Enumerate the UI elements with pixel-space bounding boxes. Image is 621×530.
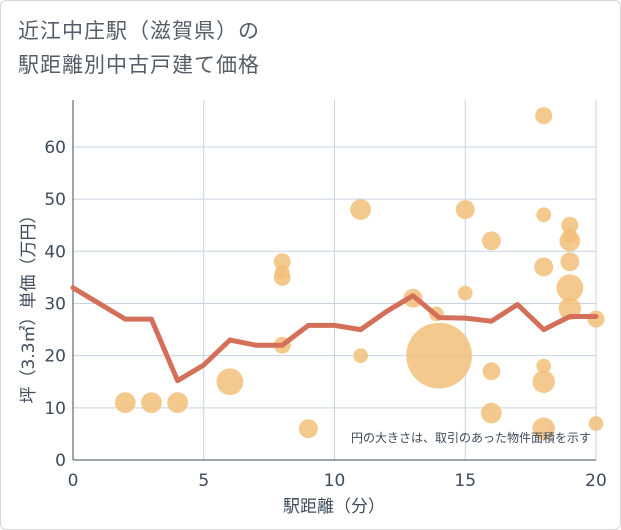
- data-bubble: [273, 268, 291, 286]
- data-bubble: [482, 362, 501, 381]
- y-tick-label: 40: [44, 242, 66, 262]
- x-tick-label: 5: [198, 471, 209, 491]
- trend-series: [70, 285, 599, 384]
- data-bubble: [560, 252, 580, 272]
- data-bubble: [350, 199, 372, 220]
- x-axis-label: 駅距離（分）: [283, 497, 385, 517]
- data-bubble: [114, 392, 136, 414]
- data-bubble: [536, 358, 552, 374]
- y-tick-label: 60: [44, 138, 66, 158]
- chart-title-line-1: 近江中庄駅（滋賀県）の: [18, 19, 260, 43]
- data-bubble: [532, 370, 555, 393]
- data-bubble: [353, 348, 368, 364]
- tick-labels: 0 10 20 30 40 50 60 0 5 10 15 20: [44, 138, 606, 491]
- trend-line: [70, 285, 599, 384]
- data-bubble: [481, 402, 502, 424]
- data-bubble: [534, 257, 554, 277]
- data-bubble: [455, 200, 475, 220]
- chart-title: 近江中庄駅（滋賀県）の 駅距離別中古戸建て価格: [18, 14, 578, 82]
- data-bubble: [561, 216, 579, 234]
- x-tick-label: 20: [585, 471, 607, 491]
- data-bubble: [167, 392, 188, 414]
- y-tick-label: 0: [55, 451, 66, 471]
- data-bubble: [141, 392, 162, 414]
- chart-title-line-2: 駅距離別中古戸建て価格: [18, 53, 260, 77]
- bubble-series: [114, 107, 605, 440]
- data-bubble: [216, 368, 244, 396]
- x-tick-label: 10: [324, 471, 346, 491]
- y-tick-label: 30: [44, 294, 66, 314]
- data-bubble: [273, 253, 291, 271]
- data-bubble: [536, 207, 552, 223]
- y-tick-label: 10: [44, 399, 66, 419]
- data-bubble: [532, 417, 555, 440]
- y-axis-label: 坪（3.3㎡）単価（万円）: [19, 206, 39, 403]
- size-note: 円の大きさは、取引のあった物件面積を示す: [351, 430, 591, 445]
- y-tick-label: 50: [44, 190, 66, 210]
- x-tick-label: 0: [68, 471, 79, 491]
- data-bubble: [457, 285, 473, 301]
- data-bubble: [588, 416, 604, 431]
- data-bubble: [298, 419, 318, 439]
- y-tick-label: 20: [44, 347, 66, 367]
- data-bubble: [556, 274, 584, 302]
- x-tick-label: 15: [454, 471, 476, 491]
- data-bubble: [535, 107, 553, 125]
- data-bubble: [406, 322, 472, 389]
- grid-lines: [72, 100, 597, 461]
- data-bubble: [481, 231, 501, 251]
- data-bubble: [587, 310, 605, 328]
- data-bubble: [559, 230, 581, 252]
